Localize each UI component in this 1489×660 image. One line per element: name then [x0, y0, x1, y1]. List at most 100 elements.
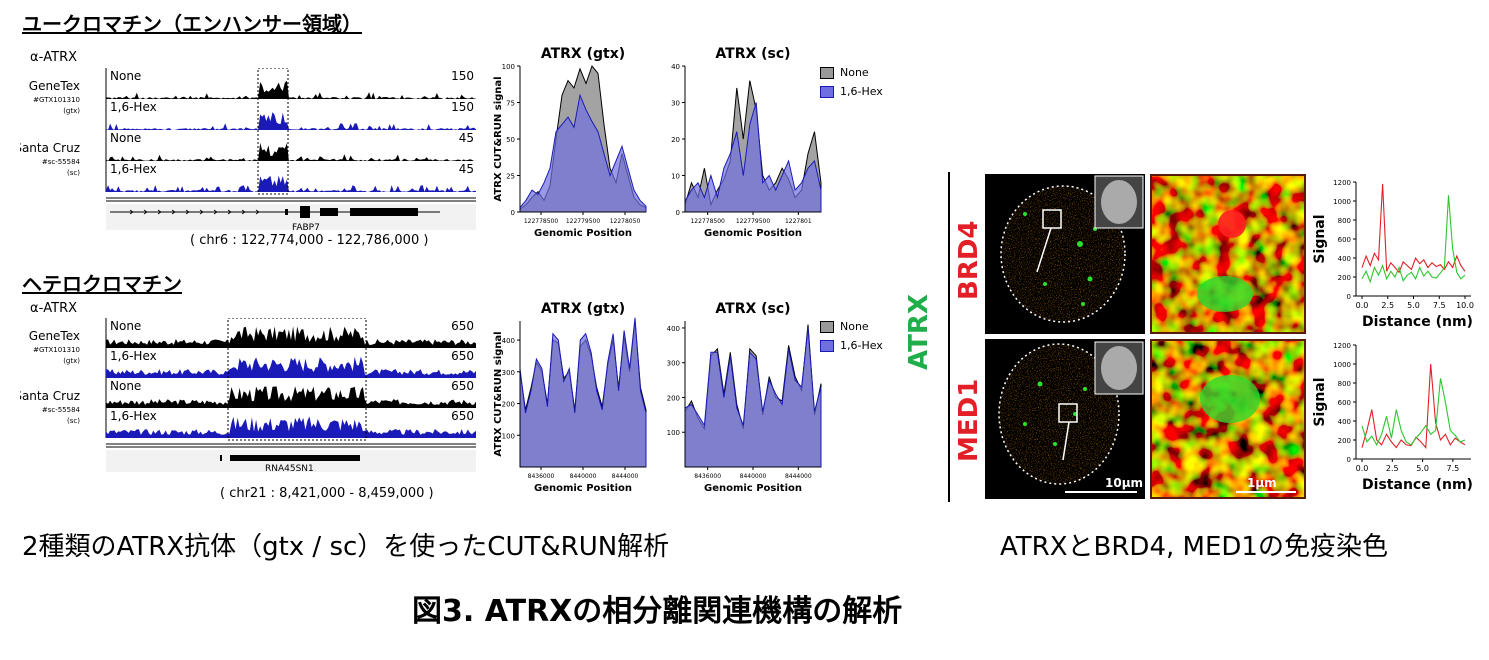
stain-label-atrx: ATRX [904, 294, 934, 370]
track-scale-label: 650 [451, 409, 474, 423]
legend-swatch-hex [820, 85, 834, 98]
y-axis-label: Signal [1312, 377, 1328, 426]
gene-track-bg [106, 204, 476, 230]
legend: None 1,6-Hex [820, 320, 883, 352]
chart-title: ATRX (sc) [715, 46, 790, 62]
gene-feature [220, 455, 222, 461]
coverage-track [106, 416, 476, 438]
y-tick-label: 0 [676, 209, 680, 217]
x-tick-label: 10.0 [1456, 301, 1474, 310]
gene-label: FABP7 [292, 223, 320, 233]
y-tick-label: 100 [667, 429, 680, 437]
track-tag-label: (gtx) [63, 357, 80, 365]
highlight-box [257, 67, 289, 195]
y-axis-label: Signal [1312, 214, 1328, 263]
y-tick-label: 0 [1347, 456, 1351, 464]
x-tick-label: 122779500 [736, 218, 771, 225]
gene-exon [300, 206, 310, 218]
y-tick-label: 10 [671, 173, 680, 181]
legend-label-none: None [840, 66, 869, 79]
y-tick-label: 1000 [1333, 198, 1351, 206]
chart-euchromatin-gtx: ATRX (gtx) 0 25 50 75 100 122778500 122779500 12… [493, 46, 647, 239]
x-tick-label: 5.0 [1407, 301, 1420, 310]
legend-label-hex: 1,6-Hex [840, 85, 883, 98]
track-scale-label: 150 [451, 69, 474, 83]
strand-arrow [213, 209, 218, 215]
track-scale-label: 650 [451, 349, 474, 363]
strand-arrow [199, 209, 204, 215]
x-tick-label: 2.5 [1381, 301, 1394, 310]
strand-arrow [255, 209, 260, 215]
x-tick-label: 7.5 [1447, 464, 1460, 473]
legend-swatch-hex [820, 339, 834, 352]
scalebar-label-small: 1μm [1247, 476, 1277, 490]
highlight-box [227, 317, 367, 441]
track-condition-label: 1,6-Hex [110, 349, 157, 363]
tracks-svg: GeneTex #GTX101310 (gtx) None 150 1,6-Hex 150 S… [14, 67, 476, 233]
coords-label: ( chr6 : 122,774,000 - 122,786,000 ) [190, 233, 429, 248]
x-axis-label: Genomic Position [534, 483, 632, 494]
y-tick-label: 30 [671, 100, 680, 108]
y-tick-label: 100 [502, 63, 515, 71]
y-tick-label: 1200 [1333, 179, 1351, 187]
coverage-track [106, 326, 476, 348]
track-condition-label: None [110, 319, 141, 333]
track-catalog-label: #GTX101310 [33, 96, 80, 104]
line-profile-med1: 0 200 400 600 800 1000 1200 0.0 2.5 5.0 7.5 Distanc… [1312, 342, 1473, 493]
y-axis-label: ATRX CUT&RUN signal [493, 331, 504, 456]
genome-tracks-heterochromatin: GeneTex #GTX101310 (gtx) None 650 1,6-Hex 650 S… [14, 317, 480, 486]
chart-title: ATRX (gtx) [541, 46, 625, 62]
x-tick-label: 8440000 [570, 473, 597, 480]
microscopy-wide-images [985, 174, 1145, 499]
y-tick-label: 1200 [1333, 342, 1351, 350]
track-scale-label: 45 [459, 131, 474, 145]
y-tick-label: 25 [506, 173, 515, 181]
coverage-track [106, 112, 476, 130]
track-catalog-label: #sc-55584 [42, 158, 81, 166]
microscopy-zoom-images [1150, 174, 1306, 499]
x-tick-label: 5.0 [1416, 464, 1429, 473]
y-axis-label: ATRX CUT&RUN signal [493, 76, 504, 201]
track-condition-label: 1,6-Hex [110, 100, 157, 114]
y-tick-label: 600 [1338, 236, 1351, 244]
coverage-track [106, 175, 476, 192]
antibody-label: α-ATRX [30, 301, 78, 316]
y-tick-label: 300 [667, 360, 680, 368]
gene-exon [320, 208, 338, 216]
coords-label: ( chr21 : 8,421,000 - 8,459,000 ) [220, 486, 434, 501]
strand-arrow [143, 209, 148, 215]
track-scale-label: 150 [451, 100, 474, 114]
track-tag-label: (gtx) [63, 107, 80, 115]
x-tick-label: 122779500 [566, 218, 601, 225]
legend-label-hex: 1,6-Hex [840, 339, 883, 352]
coverage-track [106, 356, 476, 378]
y-tick-label: 600 [1338, 399, 1351, 407]
y-tick-label: 200 [1338, 437, 1351, 445]
chart-euchromatin-sc: ATRX (sc) 0 10 20 30 40 122778500 122779500 1227… [671, 46, 822, 239]
track-group-label: GeneTex [29, 329, 80, 343]
track-group-label: Santa Cruz [20, 141, 80, 155]
y-tick-label: 400 [667, 325, 680, 333]
strand-arrow [129, 209, 134, 215]
chart-title: ATRX (gtx) [541, 301, 625, 317]
section-title-heterochromatin: ヘテロクロマチン [22, 272, 182, 296]
x-axis-label: Distance (nm) [1362, 314, 1473, 330]
gene-exon [285, 209, 288, 215]
x-tick-label: 0.0 [1356, 464, 1369, 473]
chart-heterochromatin-sc: ATRX (sc) 100 200 300 400 8436000 8440000 84440… [667, 301, 822, 494]
chart-heterochromatin-gtx: ATRX (gtx) 100 200 300 400 8436000 8440000 8444… [493, 301, 647, 494]
series-area [519, 93, 647, 213]
y-tick-label: 75 [506, 100, 515, 108]
legend-swatch-none [820, 320, 834, 333]
legend-swatch-none [820, 66, 834, 79]
track-scale-label: 650 [451, 379, 474, 393]
x-tick-label: 1227801 [785, 218, 812, 225]
legend: None 1,6-Hex [820, 66, 883, 98]
line-profile-brd4: 0 200 400 600 800 1000 1200 0.0 2.5 5.0 7.5 10.0 Dis… [1312, 179, 1474, 330]
x-axis-label: Genomic Position [534, 228, 632, 239]
strand-arrow [185, 209, 190, 215]
row-label-med1: MED1 [954, 378, 984, 462]
y-tick-label: 800 [1338, 217, 1351, 225]
strand-arrow [157, 209, 162, 215]
y-tick-label: 20 [671, 136, 680, 144]
